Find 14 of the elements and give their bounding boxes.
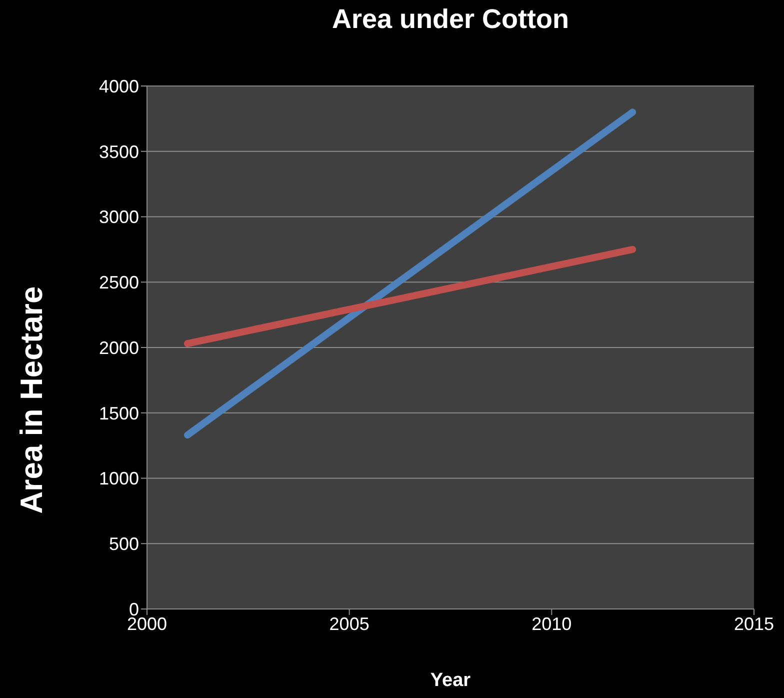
y-tick-label: 4000 [98, 76, 139, 96]
y-tick-label: 3500 [98, 142, 139, 162]
chart-title: Area under Cotton [330, 4, 570, 35]
y-tick-label: 2500 [98, 272, 139, 293]
x-tick-label: 2010 [532, 614, 572, 634]
y-tick-label: 1500 [98, 403, 139, 424]
y-tick-label: 2000 [98, 338, 139, 358]
y-tick-label: 500 [108, 534, 139, 554]
x-axis-title: Year [429, 670, 472, 692]
x-tick-label: 2005 [329, 614, 370, 634]
y-tick-label: 1000 [98, 468, 139, 489]
x-tick-label: 2015 [734, 614, 774, 634]
y-tick-label: 3000 [98, 207, 139, 228]
y-axis-title: Area in Hectare [14, 286, 50, 514]
